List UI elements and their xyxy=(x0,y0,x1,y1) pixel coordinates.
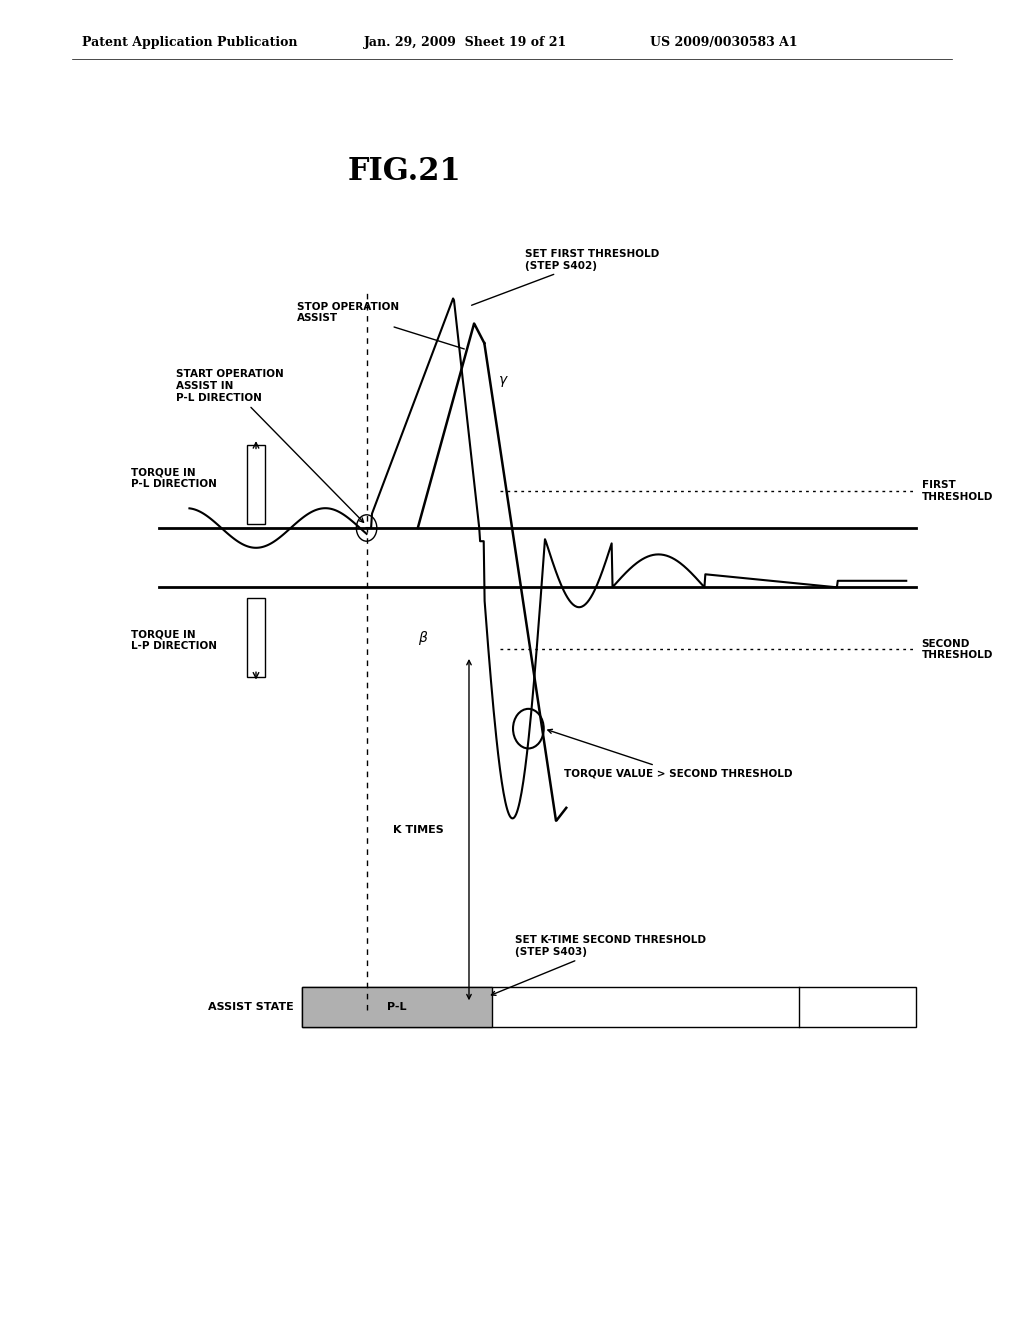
Text: TORQUE VALUE > SECOND THRESHOLD: TORQUE VALUE > SECOND THRESHOLD xyxy=(548,730,793,779)
Text: $\gamma$: $\gamma$ xyxy=(498,375,509,389)
Text: TORQUE IN
L-P DIRECTION: TORQUE IN L-P DIRECTION xyxy=(131,630,217,651)
Text: P-L: P-L xyxy=(387,1002,407,1012)
Text: Patent Application Publication: Patent Application Publication xyxy=(82,36,297,49)
Text: K TIMES: K TIMES xyxy=(392,825,443,834)
Text: US 2009/0030583 A1: US 2009/0030583 A1 xyxy=(650,36,798,49)
Text: SECOND
THRESHOLD: SECOND THRESHOLD xyxy=(922,639,993,660)
Text: FIRST
THRESHOLD: FIRST THRESHOLD xyxy=(922,480,993,502)
Text: ASSIST STATE: ASSIST STATE xyxy=(208,1002,294,1012)
Bar xyxy=(247,598,265,677)
Text: TORQUE IN
P-L DIRECTION: TORQUE IN P-L DIRECTION xyxy=(131,467,217,488)
Bar xyxy=(247,445,265,524)
Text: SET FIRST THRESHOLD
(STEP S402): SET FIRST THRESHOLD (STEP S402) xyxy=(472,249,659,305)
Text: SET K-TIME SECOND THRESHOLD
(STEP S403): SET K-TIME SECOND THRESHOLD (STEP S403) xyxy=(492,936,707,995)
Text: Jan. 29, 2009  Sheet 19 of 21: Jan. 29, 2009 Sheet 19 of 21 xyxy=(364,36,566,49)
Text: $\beta$: $\beta$ xyxy=(418,628,428,647)
Text: STOP OPERATION
ASSIST: STOP OPERATION ASSIST xyxy=(297,302,464,348)
Bar xyxy=(302,987,492,1027)
Bar xyxy=(302,987,916,1027)
Text: START OPERATION
ASSIST IN
P-L DIRECTION: START OPERATION ASSIST IN P-L DIRECTION xyxy=(176,370,364,523)
Text: FIG.21: FIG.21 xyxy=(348,156,461,187)
